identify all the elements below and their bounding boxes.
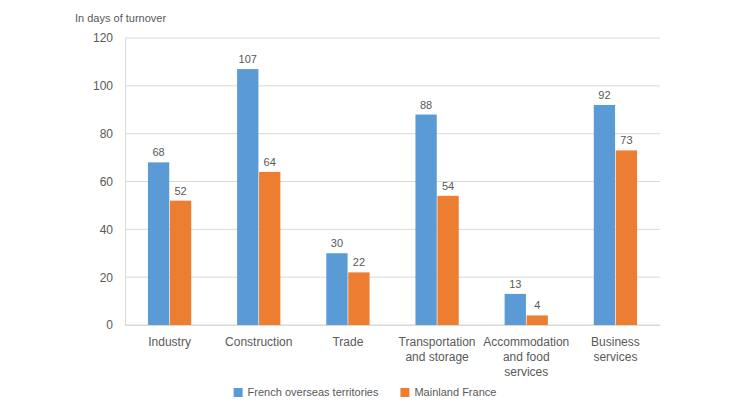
bar (594, 105, 615, 325)
bar (326, 253, 347, 325)
x-tick-label: Accommodationand foodservices (483, 335, 569, 379)
grid-line (125, 229, 660, 230)
x-tick: Trade (332, 325, 363, 349)
bar (415, 115, 436, 325)
grid-line (125, 85, 660, 86)
legend-swatch (234, 388, 243, 397)
legend: French overseas territories Mainland Fran… (234, 386, 497, 398)
y-tick-label: 40 (100, 223, 114, 237)
x-tick-label: Trade (332, 335, 363, 349)
x-tick: Accommodationand foodservices (483, 325, 569, 379)
data-label: 22 (353, 256, 365, 268)
y-tick: 80 (100, 127, 125, 141)
data-label: 4 (534, 299, 540, 311)
data-label: 52 (174, 185, 186, 197)
y-axis-title: In days of turnover (75, 12, 166, 24)
legend-item: French overseas territories (234, 386, 379, 398)
x-tick-label: Industry (148, 335, 191, 349)
y-tick-label: 80 (100, 127, 114, 141)
chart: 0 20 40 60 80 100 120 In days of turnover Indust… (0, 0, 730, 410)
y-tick: 40 (100, 223, 125, 237)
legend-label: Mainland France (414, 386, 496, 398)
x-tick-label: Transportationand storage (399, 335, 476, 364)
y-tick: 20 (100, 271, 125, 285)
grid-line (125, 325, 660, 326)
legend-swatch (400, 388, 409, 397)
legend-label: French overseas territories (248, 386, 379, 398)
bar (616, 150, 637, 325)
x-tick: Construction (225, 325, 292, 349)
bar (437, 196, 458, 325)
grid-line (125, 38, 660, 39)
y-tick: 60 (100, 175, 125, 189)
data-label: 73 (620, 134, 632, 146)
grid-line (125, 133, 660, 134)
grid-line (125, 277, 660, 278)
data-labels: 68 107 30 88 13 92 52 64 22 54 4 73 (152, 53, 632, 311)
y-tick-label: 120 (93, 31, 113, 45)
data-label: 54 (442, 180, 454, 192)
data-label: 88 (420, 99, 432, 111)
y-tick: 120 (93, 31, 125, 45)
bar (527, 315, 548, 325)
x-axis: Industry Construction Trade Transportationa… (126, 325, 661, 379)
bar (237, 69, 258, 325)
data-label: 92 (598, 89, 610, 101)
data-label: 30 (331, 237, 343, 249)
x-tick-label: Businessservices (591, 335, 640, 364)
y-axis: 0 20 40 60 80 100 120 (93, 31, 126, 332)
bar (259, 172, 280, 325)
bars (148, 69, 637, 325)
data-label: 68 (152, 146, 164, 158)
grid (125, 38, 660, 325)
y-tick-label: 60 (100, 175, 114, 189)
y-tick: 0 (106, 318, 125, 332)
y-tick-label: 20 (100, 271, 114, 285)
y-axis-line (125, 39, 126, 326)
data-label: 13 (509, 278, 521, 290)
y-tick-label: 0 (106, 318, 113, 332)
data-label: 107 (239, 53, 257, 65)
x-tick: Transportationand storage (399, 325, 476, 364)
legend-item: Mainland France (400, 386, 496, 398)
x-axis-line (126, 325, 661, 326)
y-tick-label: 100 (93, 79, 113, 93)
bar (148, 162, 169, 325)
bar (170, 201, 191, 325)
data-label: 64 (264, 156, 276, 168)
x-tick-label: Construction (225, 335, 292, 349)
y-tick: 100 (93, 79, 125, 93)
grid-line (125, 181, 660, 182)
bar (348, 272, 369, 325)
bar (505, 294, 526, 325)
x-tick: Industry (148, 325, 191, 349)
x-tick: Businessservices (591, 325, 640, 364)
